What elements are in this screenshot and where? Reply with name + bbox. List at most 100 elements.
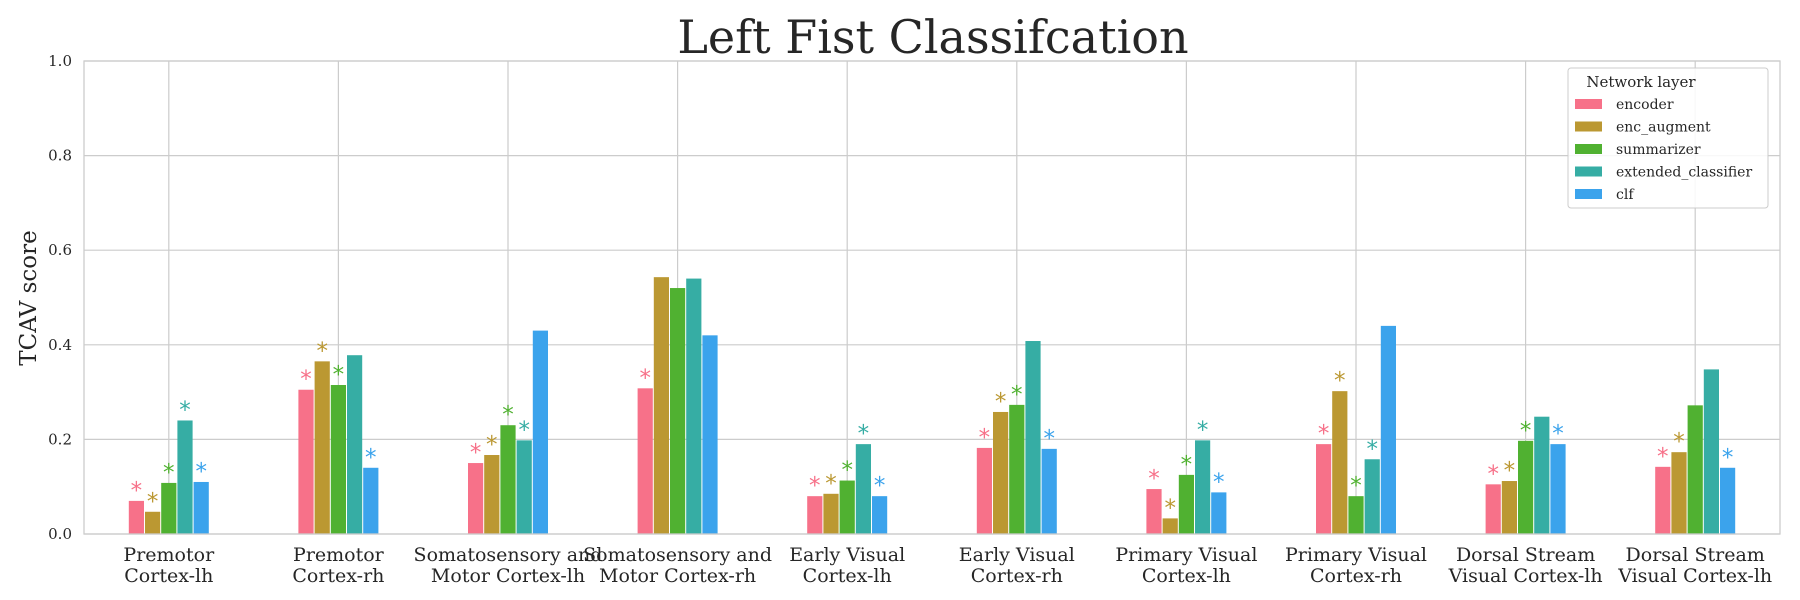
- significance-star: *: [1318, 421, 1330, 447]
- x-tick-label-line: Cortex-rh: [292, 565, 384, 587]
- bar-enc_augment-0: [145, 511, 161, 534]
- significance-star: *: [1657, 444, 1669, 470]
- significance-star: *: [333, 362, 345, 388]
- x-tick-label-line: Early Visual: [789, 544, 905, 566]
- bar-encoder-7: [1316, 444, 1332, 534]
- bar-enc_augment-8: [1501, 481, 1517, 534]
- bar-enc_augment-1: [314, 361, 330, 534]
- significance-star: *: [995, 389, 1007, 415]
- significance-star: *: [1673, 429, 1685, 455]
- legend-label-extended_classifier: extended_classifier: [1616, 165, 1752, 181]
- y-axis-label: TCAV score: [16, 230, 42, 365]
- x-tick-label-line: Early Visual: [959, 544, 1075, 566]
- significance-star: *: [858, 421, 870, 447]
- x-tick-label-line: Dorsal Stream: [1456, 544, 1595, 566]
- significance-star: *: [131, 478, 143, 504]
- bar-extended_classifier-6: [1195, 440, 1211, 534]
- significance-star: *: [1350, 473, 1362, 499]
- y-axis-ticks: 0.0 0.2 0.4 0.6 0.8 1.0: [48, 52, 72, 543]
- bar-enc_augment-7: [1332, 391, 1348, 534]
- significance-star: *: [179, 397, 191, 423]
- legend-label-clf: clf: [1616, 187, 1635, 203]
- significance-star: *: [518, 417, 530, 443]
- significance-star: *: [841, 458, 853, 484]
- significance-star: *: [1520, 418, 1532, 444]
- x-tick-label-line: Somatosensory and: [583, 544, 772, 566]
- y-tick-label: 0.8: [48, 147, 72, 165]
- bar-extended_classifier-4: [855, 444, 871, 534]
- bar-extended_classifier-0: [177, 420, 193, 534]
- x-tick-label: Dorsal Stream Visual Cortex-lh: [1448, 544, 1603, 587]
- x-tick-label-line: Visual Cortex-lh: [1617, 565, 1772, 587]
- significance-star: *: [1722, 445, 1734, 471]
- y-tick-label: 0.2: [48, 430, 72, 448]
- y-tick-label: 0.6: [48, 241, 72, 259]
- x-tick-label: Premotor Cortex-lh: [123, 544, 215, 587]
- bar-enc_augment-3: [653, 277, 669, 534]
- bar-clf-0: [193, 481, 209, 534]
- significance-star: *: [825, 471, 837, 497]
- bar-encoder-1: [298, 389, 314, 534]
- bar-clf-2: [532, 330, 548, 534]
- legend-label-summarizer: summarizer: [1616, 142, 1701, 158]
- bar-encoder-8: [1485, 484, 1501, 534]
- significance-star: *: [163, 460, 175, 486]
- bar-enc_augment-2: [484, 455, 500, 534]
- bar-extended_classifier-3: [686, 278, 702, 534]
- x-tick-label-line: Motor Cortex-rh: [599, 565, 756, 587]
- bar-summarizer-8: [1518, 440, 1534, 534]
- bar-clf-8: [1550, 444, 1566, 534]
- significance-star: *: [979, 425, 991, 451]
- legend-title: Network layer: [1586, 73, 1696, 91]
- significance-star: *: [1197, 417, 1209, 443]
- significance-star: *: [1213, 469, 1225, 495]
- bar-clf-3: [702, 335, 718, 534]
- legend-box: [1567, 67, 1769, 209]
- bar-clf-7: [1380, 325, 1396, 534]
- bar-encoder-5: [976, 447, 992, 534]
- significance-star: *: [1011, 382, 1023, 408]
- x-tick-label-line: Cortex-lh: [803, 565, 892, 587]
- x-tick-label: Somatosensory and Motor Cortex-lh: [414, 544, 603, 587]
- x-tick-label: Somatosensory and Motor Cortex-rh: [583, 544, 772, 587]
- bar-summarizer-2: [500, 425, 516, 534]
- legend-label-enc_augment: enc_augment: [1616, 120, 1711, 136]
- significance-star: *: [1504, 458, 1516, 484]
- bar-enc_augment-9: [1671, 452, 1687, 534]
- bar-summarizer-4: [839, 480, 855, 534]
- bar-summarizer-6: [1178, 474, 1194, 534]
- bar-extended_classifier-2: [516, 440, 532, 534]
- x-tick-label-line: Cortex-lh: [1142, 565, 1231, 587]
- bar-encoder-4: [807, 496, 823, 534]
- legend-swatch-summarizer: [1575, 144, 1602, 154]
- x-tick-label-line: Premotor: [123, 544, 215, 566]
- bar-extended_classifier-8: [1534, 416, 1550, 534]
- significance-star: *: [1164, 495, 1176, 521]
- x-tick-label: Primary Visual Cortex-lh: [1115, 544, 1257, 587]
- bar-enc_augment-5: [993, 411, 1009, 534]
- significance-star: *: [1148, 466, 1160, 492]
- significance-star: *: [316, 338, 328, 364]
- bar-encoder-2: [468, 463, 484, 534]
- significance-star: *: [874, 473, 886, 499]
- bar-clf-1: [363, 467, 379, 534]
- significance-star: *: [809, 473, 821, 499]
- plot-frame: [83, 60, 1781, 535]
- bar-encoder-3: [637, 388, 653, 534]
- significance-star: *: [300, 367, 312, 393]
- x-tick-label-line: Dorsal Stream: [1626, 544, 1765, 566]
- bar-summarizer-0: [161, 482, 177, 534]
- legend-swatch-extended_classifier: [1575, 166, 1602, 177]
- significance-star: *: [147, 489, 159, 515]
- bar-extended_classifier-5: [1025, 341, 1041, 534]
- bar-summarizer-1: [330, 385, 346, 534]
- bar-clf-5: [1041, 448, 1057, 534]
- bar-extended_classifier-7: [1364, 459, 1380, 534]
- significance-star: *: [486, 432, 498, 458]
- significance-star: *: [1334, 368, 1346, 394]
- significance-star: *: [1043, 426, 1055, 452]
- x-tick-label-line: Somatosensory and: [414, 544, 603, 566]
- bar-enc_augment-6: [1162, 518, 1178, 534]
